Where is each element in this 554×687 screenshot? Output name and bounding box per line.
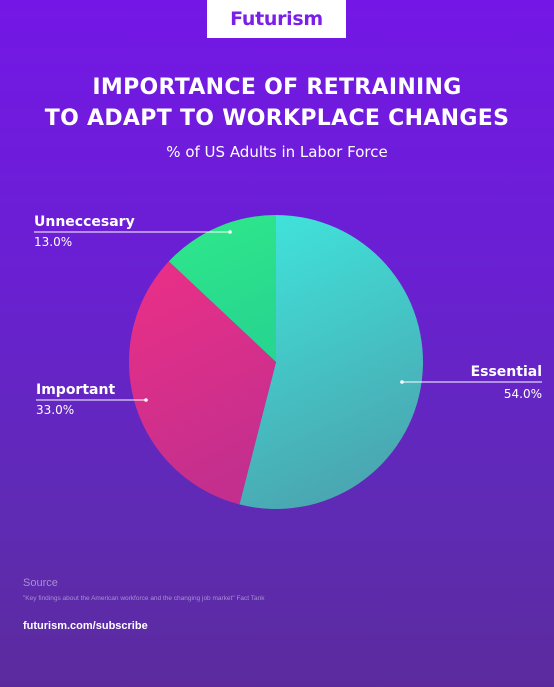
slice-label-important: Important (36, 382, 115, 398)
logo-text: Futurism (230, 8, 323, 30)
leader-dot-important (144, 398, 148, 402)
slice-value-unneccesary: 13.0% (34, 235, 72, 249)
slice-label-essential: Essential (471, 364, 542, 380)
slice-value-important: 33.0% (36, 403, 74, 417)
slice-value-essential: 54.0% (504, 387, 542, 401)
pie-labels: Essential 54.0% Important 33.0% Unneccesary 1… (34, 214, 542, 417)
chart-title-line-1: IMPORTANCE OF RETRAINING (92, 75, 462, 100)
futurism-logo: Futurism (207, 0, 346, 38)
subscribe-link[interactable]: futurism.com/subscribe (23, 620, 148, 632)
leader-dot-essential (400, 380, 404, 384)
source-label: Source (23, 577, 58, 589)
chart-title-line-2: TO ADAPT TO WORKPLACE CHANGES (44, 106, 510, 131)
leader-dot-unneccesary (228, 230, 232, 234)
slice-label-unneccesary: Unneccesary (34, 214, 135, 230)
pie-chart: Essential 54.0% Important 33.0% Unneccesary 1… (34, 214, 542, 509)
pie-slice-important (129, 261, 276, 505)
pie-slice-unneccesary (168, 215, 276, 362)
chart-subtitle: % of US Adults in Labor Force (166, 143, 388, 161)
pie-slice-essential (239, 215, 424, 509)
source-citation: "Key findings about the American workfor… (23, 595, 265, 602)
pie-slices (129, 215, 424, 509)
